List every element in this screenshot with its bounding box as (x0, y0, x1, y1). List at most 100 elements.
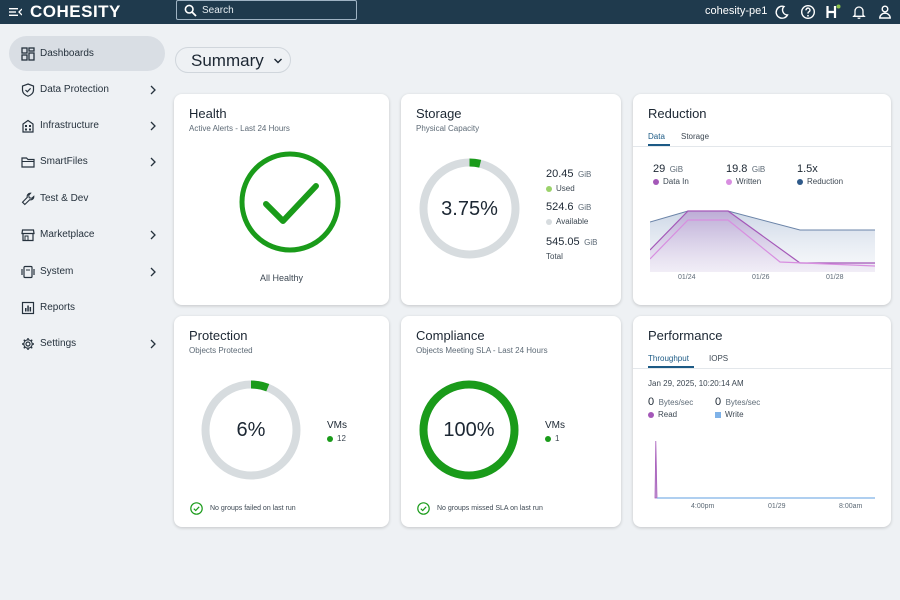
tab-data[interactable]: Data (648, 132, 665, 141)
written-line (650, 219, 875, 267)
write-unit: Bytes/sec (725, 398, 761, 407)
sidebar-item-infrastructure[interactable]: Infrastructure (9, 108, 165, 143)
vms-label: VMs (327, 420, 347, 431)
sidebar-item-settings[interactable]: Settings (9, 326, 165, 361)
compliance-card[interactable]: Compliance Objects Meeting SLA - Last 24… (401, 316, 621, 527)
vms-count: 12 (337, 434, 346, 443)
reduction-card[interactable]: Reduction Data Storage 29 GiB Data In 19… (633, 94, 891, 305)
folder-icon (21, 157, 35, 168)
cluster-name[interactable]: cohesity-pe1 (705, 5, 768, 17)
tab-iops[interactable]: IOPS (709, 354, 729, 363)
sidebar-item-label: Infrastructure (40, 120, 99, 131)
tab-divider (633, 368, 891, 369)
sidebar-item-system[interactable]: System (9, 254, 165, 289)
written-dot (726, 178, 732, 185)
building-icon (22, 119, 34, 133)
reduction-data-in: 29 GiB Data In (653, 159, 689, 186)
performance-timestamp: Jan 29, 2025, 10:20:14 AM (648, 379, 744, 388)
reduction-label: Reduction (807, 177, 844, 186)
health-card[interactable]: Health Active Alerts - Last 24 Hours All… (174, 94, 389, 305)
sidebar-item-label: System (40, 266, 74, 277)
menu-collapse-icon[interactable] (9, 6, 22, 18)
search-input[interactable] (202, 3, 352, 17)
reduction-ratio: 1.5x Reduction (797, 159, 843, 186)
search-box[interactable] (176, 0, 357, 20)
available-value: 524.6 (546, 201, 574, 213)
chevron-right-icon (150, 121, 156, 131)
sidebar-item-label: Data Protection (40, 84, 109, 95)
available-dot (546, 218, 552, 225)
x-tick: 01/24 (678, 274, 696, 281)
protection-card[interactable]: Protection Objects Protected 6% VMs 12 N… (174, 316, 389, 527)
store-icon (21, 229, 35, 242)
storage-used: 20.45 GiB Used (546, 164, 591, 193)
sidebar-item-dashboards[interactable]: Dashboards (9, 36, 165, 71)
storage-total: 545.05 GiB Total (546, 232, 597, 261)
protection-percent: 6% (236, 419, 266, 441)
compliance-donut-fill (419, 380, 519, 480)
sidebar: Dashboards Data Protection Infrastructur… (0, 24, 170, 600)
read-unit: Bytes/sec (658, 398, 694, 407)
written-value: 19.8 (726, 163, 748, 175)
dashboard-icon (21, 47, 35, 61)
sidebar-item-reports[interactable]: Reports (9, 290, 165, 325)
cohesity-logo[interactable]: COHESITY (30, 2, 121, 21)
sidebar-item-test-dev[interactable]: Test & Dev (9, 181, 165, 216)
reduction-value: 1.5x (797, 163, 818, 175)
dashboard-selector[interactable]: Summary (175, 47, 291, 73)
protection-donut-fill (201, 380, 301, 480)
x-tick: 4:00pm (691, 503, 715, 510)
chevron-right-icon (150, 85, 156, 95)
total-value: 545.05 (546, 236, 580, 248)
data-in-unit: GiB (669, 165, 684, 174)
chevron-right-icon (150, 230, 156, 240)
sidebar-item-smartfiles[interactable]: SmartFiles (9, 144, 165, 179)
page-title: Summary (191, 51, 264, 70)
written-label: Written (736, 177, 762, 186)
reduction-chart (650, 210, 875, 272)
reports-icon (21, 301, 35, 315)
helios-icon[interactable] (825, 4, 841, 20)
sidebar-item-label: SmartFiles (40, 156, 88, 167)
health-status: All Healthy (259, 273, 304, 283)
compliance-donut (419, 380, 519, 480)
wrench-icon (21, 192, 35, 206)
sidebar-item-data-protection[interactable]: Data Protection (9, 72, 165, 107)
card-title: Storage (416, 106, 462, 121)
used-unit: GiB (577, 170, 592, 179)
data-in-area (650, 211, 875, 272)
vms-label: VMs (545, 420, 565, 431)
user-icon[interactable] (877, 4, 893, 20)
help-icon[interactable] (800, 4, 816, 20)
storage-available: 524.6 GiB Available (546, 197, 591, 226)
bell-icon[interactable] (851, 4, 867, 20)
card-subtitle: Objects Meeting SLA - Last 24 Hours (416, 346, 548, 355)
compliance-percent: 100% (443, 419, 495, 441)
check-circle-icon (190, 502, 203, 515)
sidebar-item-label: Reports (40, 302, 76, 313)
performance-card[interactable]: Performance Throughput IOPS Jan 29, 2025… (633, 316, 891, 527)
read-dot (648, 411, 654, 418)
tab-storage[interactable]: Storage (681, 132, 710, 141)
moon-icon[interactable] (774, 4, 790, 20)
chevron-right-icon (150, 267, 156, 277)
card-title: Health (189, 106, 227, 121)
card-subtitle: Objects Protected (189, 346, 253, 355)
tab-throughput[interactable]: Throughput (648, 354, 689, 363)
throughput-chart (654, 440, 875, 499)
performance-write: 0 Bytes/sec Write (715, 392, 760, 419)
vms-dot (545, 435, 551, 442)
reduction-written: 19.8 GiB Written (726, 159, 765, 186)
storage-percent: 3.75% (441, 198, 498, 220)
tab-underline (648, 366, 694, 368)
sidebar-item-label: Marketplace (40, 229, 95, 240)
storage-card[interactable]: Storage Physical Capacity 3.75% 20.45 Gi… (401, 94, 621, 305)
read-value: 0 (648, 396, 655, 408)
card-title: Protection (189, 328, 248, 343)
system-icon (21, 265, 35, 279)
card-title: Compliance (416, 328, 485, 343)
used-dot (546, 185, 552, 192)
sidebar-item-marketplace[interactable]: Marketplace (9, 217, 165, 252)
data-in-label: Data In (663, 177, 689, 186)
chevron-down-icon (274, 58, 282, 64)
